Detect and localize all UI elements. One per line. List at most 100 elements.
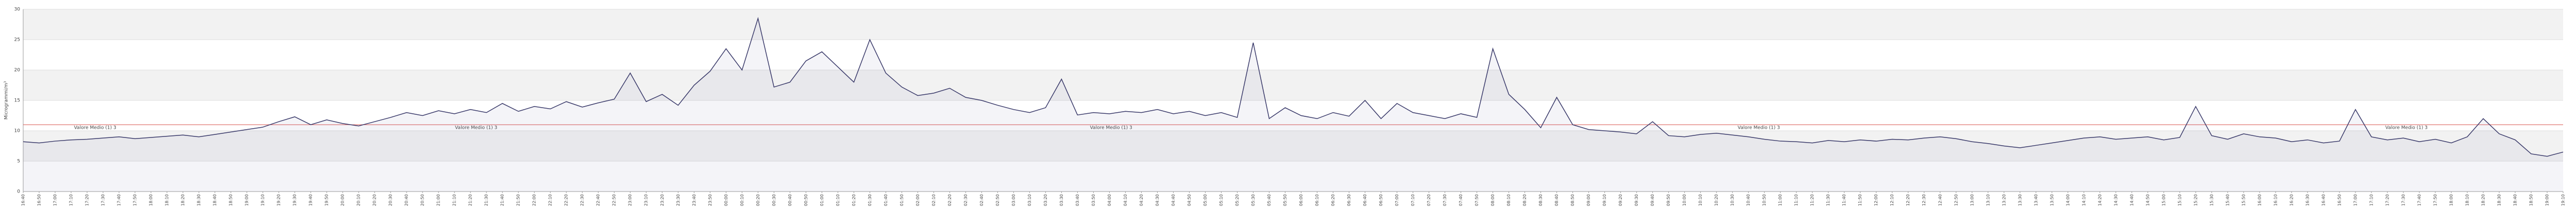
x-tick-label: 01:00 (820, 194, 824, 206)
x-tick-label: 13:30 (2018, 194, 2022, 206)
x-tick-label: 16:50 (37, 194, 42, 206)
x-tick-label: 16:40 (2321, 194, 2326, 206)
area (23, 18, 2563, 192)
x-tick-label: 21:30 (484, 194, 489, 206)
grid-band (23, 161, 2563, 192)
x-tick-label: 14:50 (2145, 194, 2150, 206)
x-tick-label: 07:20 (1427, 194, 1431, 206)
x-tick-label: 12:50 (1954, 194, 1958, 206)
x-tick-label: 00:50 (804, 194, 808, 206)
x-tick-label: 15:10 (2177, 194, 2182, 206)
x-tick-label: 23:50 (708, 194, 713, 206)
x-tick-label: 19:00 (245, 194, 249, 206)
x-tick-label: 03:50 (1091, 194, 1096, 206)
x-tick-label: 06:00 (1299, 194, 1303, 206)
y-tick-label: 15 (14, 98, 20, 103)
x-tick-label: 15:00 (2161, 194, 2166, 206)
x-tick-label: 17:00 (2353, 194, 2358, 206)
x-tick-label: 19:30 (293, 194, 297, 206)
x-tick-label: 13:00 (1970, 194, 1974, 206)
x-tick-label: 15:30 (2209, 194, 2214, 206)
x-tick-label: 18:40 (213, 194, 217, 206)
x-tick-label: 20:00 (341, 194, 345, 206)
x-tick-label: 14:20 (2097, 194, 2102, 206)
series-line (23, 16, 2564, 157)
x-tick-label: 23:20 (660, 194, 665, 206)
x-tick-label: 08:40 (1554, 194, 1559, 206)
x-tick-label: 20:30 (388, 194, 393, 206)
x-tick-label: 18:20 (2481, 194, 2485, 206)
x-tick-label: 17:20 (85, 194, 90, 206)
x-tick-label: 03:40 (1075, 194, 1080, 206)
x-tick-label: 22:50 (612, 194, 617, 206)
x-tick-label: 01:10 (836, 194, 840, 206)
x-tick-label: 16:30 (2305, 194, 2310, 206)
x-tick-label: 17:50 (2433, 194, 2437, 206)
x-tick-label: 13:20 (2002, 194, 2006, 206)
x-tick-label: 05:00 (1203, 194, 1208, 206)
x-tick-label: 07:50 (1475, 194, 1479, 206)
x-tick-label: 07:40 (1459, 194, 1463, 206)
x-tick-label: 03:10 (1027, 194, 1032, 206)
x-tick-label: 09:30 (1634, 194, 1639, 206)
grid-band (23, 131, 2563, 161)
x-tick-label: 20:20 (372, 194, 377, 206)
x-tick-label: 08:50 (1570, 194, 1575, 206)
x-tick-label: 18:40 (2513, 194, 2517, 206)
x-tick-label: 18:00 (2449, 194, 2453, 206)
x-tick-label: 23:10 (644, 194, 649, 206)
x-tick-label: 09:20 (1618, 194, 1623, 206)
x-tick-label: 23:40 (692, 194, 697, 206)
y-tick-label: 20 (14, 68, 21, 73)
x-tick-label: 18:20 (181, 194, 185, 206)
x-tick-label: 18:30 (2497, 194, 2501, 206)
x-tick-label: 19:40 (309, 194, 313, 206)
x-tick-label: 02:10 (931, 194, 936, 206)
x-tick-label: 22:40 (596, 194, 601, 206)
x-tick-label: 03:30 (1059, 194, 1064, 206)
x-tick-label: 13:10 (1986, 194, 1990, 206)
x-tick-label: 22:00 (532, 194, 537, 206)
grid-band (23, 70, 2563, 100)
x-tick-label: 21:10 (452, 194, 457, 206)
x-tick-label: 01:20 (852, 194, 856, 206)
x-tick-label: 21:40 (500, 194, 505, 206)
x-tick-label: 14:40 (2129, 194, 2134, 206)
x-tick-label: 03:00 (1011, 194, 1016, 206)
mean-line-label: Valore Medio (1) 3 (1738, 126, 1780, 131)
x-tick-label: 04:20 (1139, 194, 1144, 206)
x-tick-label: 18:00 (149, 194, 154, 206)
x-tick-label: 12:20 (1906, 194, 1910, 206)
x-tick-label: 00:30 (772, 194, 776, 206)
x-tick-label: 02:30 (963, 194, 968, 206)
x-tick-label: 17:30 (2401, 194, 2405, 206)
x-tick-label: 06:40 (1363, 194, 1367, 206)
x-tick-label: 21:00 (436, 194, 441, 206)
x-tick-label: 11:40 (1842, 194, 1846, 206)
x-tick-label: 16:40 (21, 194, 26, 206)
x-tick-label: 08:30 (1538, 194, 1543, 206)
x-tick-label: 11:10 (1794, 194, 1799, 206)
x-tick-label: 17:10 (2369, 194, 2374, 206)
x-tick-label: 18:10 (165, 194, 170, 206)
x-tick-label: 18:50 (229, 194, 233, 206)
x-tick-label: 14:30 (2113, 194, 2118, 206)
x-tick-label: 20:10 (357, 194, 361, 206)
x-tick-label: 15:40 (2225, 194, 2230, 206)
x-tick-label: 10:50 (1762, 194, 1767, 206)
x-tick-label: 12:40 (1938, 194, 1942, 206)
x-tick-label: 05:50 (1283, 194, 1287, 206)
x-tick-label: 06:50 (1379, 194, 1383, 206)
x-tick-label: 19:10 (261, 194, 265, 206)
x-tick-label: 07:30 (1443, 194, 1447, 206)
x-tick-label: 17:40 (2417, 194, 2421, 206)
mean-line-label: Valore Medio (1) 3 (455, 126, 497, 131)
x-tick-label: 11:30 (1826, 194, 1831, 206)
x-tick-label: 05:20 (1235, 194, 1240, 206)
x-tick-label: 19:00 (2545, 194, 2549, 206)
x-tick-label: 09:40 (1650, 194, 1655, 206)
x-tick-label: 09:10 (1602, 194, 1607, 206)
x-tick-label: 17:40 (117, 194, 122, 206)
y-axis-label: Microgrammi/m³ (4, 81, 9, 119)
